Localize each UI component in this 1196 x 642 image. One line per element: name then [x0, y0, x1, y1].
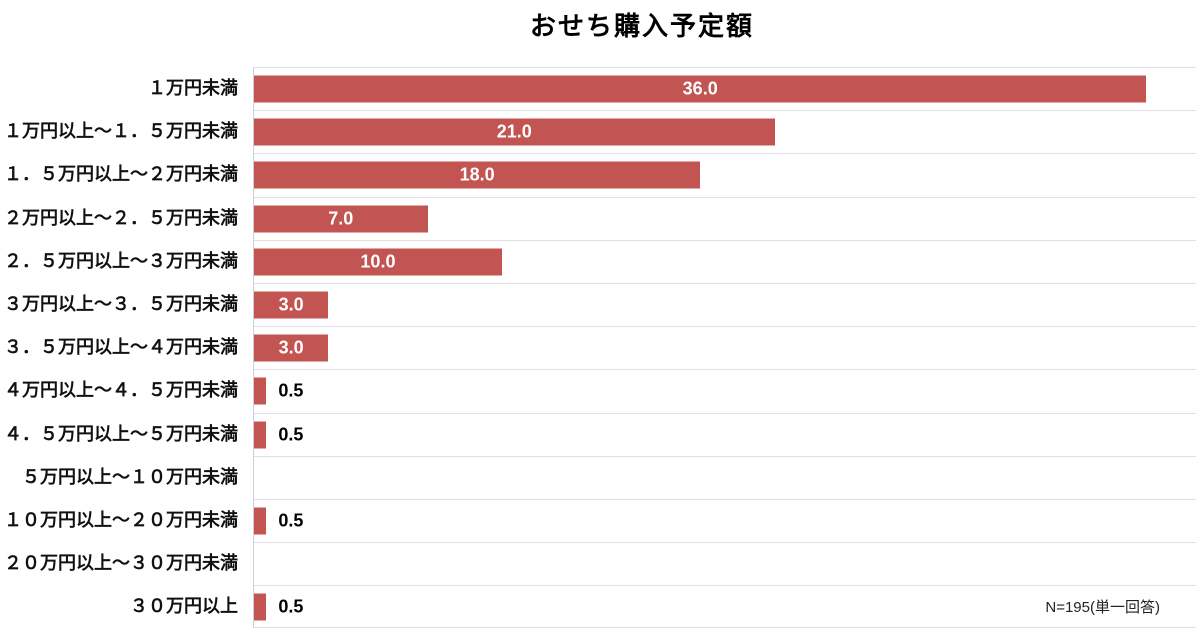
bar-value-outside: 0.5	[278, 424, 304, 445]
chart-row: １万円未満 36.0	[0, 67, 1196, 111]
bar-value-outside: 0.5	[278, 596, 304, 617]
row-plot-area	[253, 542, 1196, 586]
category-label: ３０万円以上	[130, 596, 238, 617]
category-label: ２．５万円以上～３万円未満	[4, 250, 238, 271]
bar-value-inside: 18.0	[459, 164, 495, 185]
row-plot-area: 3.0	[253, 326, 1196, 370]
bar: 21.0	[254, 118, 775, 146]
category-label: １万円以上～１．５万円未満	[4, 121, 238, 142]
chart-row: １０万円以上～２０万円未満 0.5	[0, 498, 1196, 543]
sample-size-note: N=195(単一回答)	[1045, 599, 1160, 616]
chart-row: ５万円以上～１０万円未満	[0, 455, 1196, 499]
category-label: ５万円以上～１０万円未満	[22, 466, 238, 487]
row-plot-area: 0.5	[253, 585, 1196, 629]
bar: 3.0	[254, 291, 329, 319]
row-plot-area: 7.0	[253, 196, 1196, 240]
chart-title: おせち購入予定額	[529, 11, 754, 41]
chart-row: ３．５万円以上～４万円未満 3.0	[0, 326, 1196, 370]
category-label: ４万円以上～４．５万円未満	[4, 380, 238, 401]
row-plot-area: 21.0	[253, 110, 1196, 154]
bar-value-inside: 3.0	[278, 294, 304, 315]
chart-row: １．５万円以上～２万円未満 18.0	[0, 153, 1196, 197]
bar: 10.0	[254, 248, 502, 276]
chart-row: ２万円以上～２．５万円未満 7.0	[0, 196, 1196, 240]
category-label: １０万円以上～２０万円未満	[4, 509, 238, 530]
bar	[254, 507, 267, 535]
chart-row: ４．５万円以上～５万円未満 0.5	[0, 412, 1196, 456]
bar-value-inside: 3.0	[278, 337, 304, 358]
row-plot-area: 0.5	[253, 498, 1196, 543]
row-plot-area: 3.0	[253, 282, 1196, 327]
chart-row: ２．５万円以上～３万円未満 10.0	[0, 239, 1196, 283]
category-label: １．５万円以上～２万円未満	[4, 164, 238, 185]
bar-value-outside: 0.5	[278, 510, 304, 531]
chart-rows: １万円未満 36.0 １万円以上～１．５万円未満 21.0 １．５万円以上～２万…	[0, 67, 1196, 629]
bar	[254, 377, 267, 405]
chart-row: ４万円以上～４．５万円未満 0.5	[0, 369, 1196, 413]
category-label: ２０万円以上～３０万円未満	[4, 553, 238, 574]
bar	[254, 593, 267, 621]
row-plot-area: 10.0	[253, 239, 1196, 283]
category-label: ３．５万円以上～４万円未満	[4, 337, 238, 358]
bar: 18.0	[254, 161, 701, 189]
bar-value-inside: 7.0	[328, 208, 354, 229]
row-plot-area	[253, 455, 1196, 499]
category-label: ２万円以上～２．５万円未満	[4, 207, 238, 228]
category-label: １万円未満	[148, 78, 238, 98]
chart-row: ３０万円以上 0.5	[0, 585, 1196, 629]
category-label: ４．５万円以上～５万円未満	[4, 423, 238, 444]
bar-value-outside: 0.5	[278, 380, 304, 401]
category-label: ３万円以上～３．５万円未満	[4, 293, 238, 314]
chart-row: ２０万円以上～３０万円未満	[0, 542, 1196, 586]
row-plot-area: 18.0	[253, 153, 1196, 197]
bar-value-inside: 36.0	[682, 78, 718, 99]
chart-row: １万円以上～１．５万円未満 21.0	[0, 110, 1196, 154]
chart-row: ３万円以上～３．５万円未満 3.0	[0, 282, 1196, 327]
bar-value-inside: 21.0	[496, 121, 532, 142]
row-plot-area: 0.5	[253, 412, 1196, 456]
bar: 36.0	[254, 75, 1147, 103]
bar-value-inside: 10.0	[360, 251, 396, 272]
row-plot-area: 0.5	[253, 369, 1196, 413]
bar: 7.0	[254, 205, 428, 233]
row-plot-area: 36.0	[253, 67, 1196, 111]
bar: 3.0	[254, 334, 329, 362]
bar	[254, 421, 267, 449]
